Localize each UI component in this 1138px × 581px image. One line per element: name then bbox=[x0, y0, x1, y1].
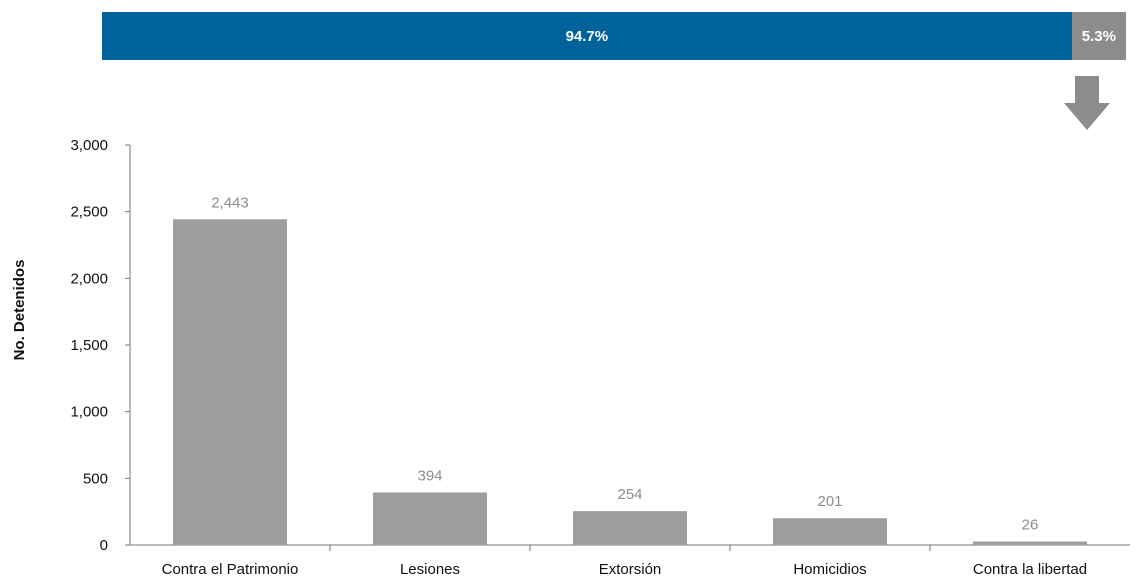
x-axis bbox=[130, 544, 1130, 551]
bar bbox=[573, 511, 687, 545]
down-arrow-icon bbox=[1064, 76, 1110, 130]
category-label: Homicidios bbox=[793, 561, 866, 578]
y-axis: 0 500 1,000 1,500 2,000 2,500 3,000 bbox=[70, 137, 131, 554]
y-axis-title: No. Detenidos bbox=[11, 260, 28, 361]
y-tick-label: 2,000 bbox=[70, 270, 108, 287]
bar bbox=[173, 219, 287, 545]
bar bbox=[373, 492, 487, 545]
bar-value-label: 201 bbox=[817, 493, 842, 510]
y-tick-label: 1,000 bbox=[70, 404, 108, 421]
share-segment-main: 94.7% bbox=[102, 12, 1072, 60]
y-tick-label: 1,500 bbox=[70, 337, 108, 354]
category-label: Extorsión bbox=[599, 561, 662, 578]
y-tick-label: 3,000 bbox=[70, 137, 108, 154]
share-stacked-bar: 94.7% 5.3% bbox=[102, 12, 1126, 60]
bar-value-label: 26 bbox=[1022, 517, 1039, 534]
y-tick-label: 500 bbox=[83, 470, 108, 487]
bar-value-label: 394 bbox=[417, 467, 442, 484]
share-segment-main-label: 94.7% bbox=[565, 27, 609, 45]
bar-value-label: 254 bbox=[617, 486, 642, 503]
share-segment-other: 5.3% bbox=[1071, 12, 1126, 60]
category-label: Contra la libertad bbox=[973, 561, 1087, 578]
bar-value-label: 2,443 bbox=[211, 194, 249, 211]
y-tick-label: 2,500 bbox=[70, 204, 108, 221]
bar bbox=[773, 518, 887, 545]
category-label: Contra el Patrimonio bbox=[162, 561, 299, 578]
bar bbox=[973, 541, 1087, 545]
y-tick-label: 0 bbox=[100, 537, 108, 554]
category-label: Lesiones bbox=[400, 561, 460, 578]
share-segment-other-label: 5.3% bbox=[1081, 27, 1116, 45]
